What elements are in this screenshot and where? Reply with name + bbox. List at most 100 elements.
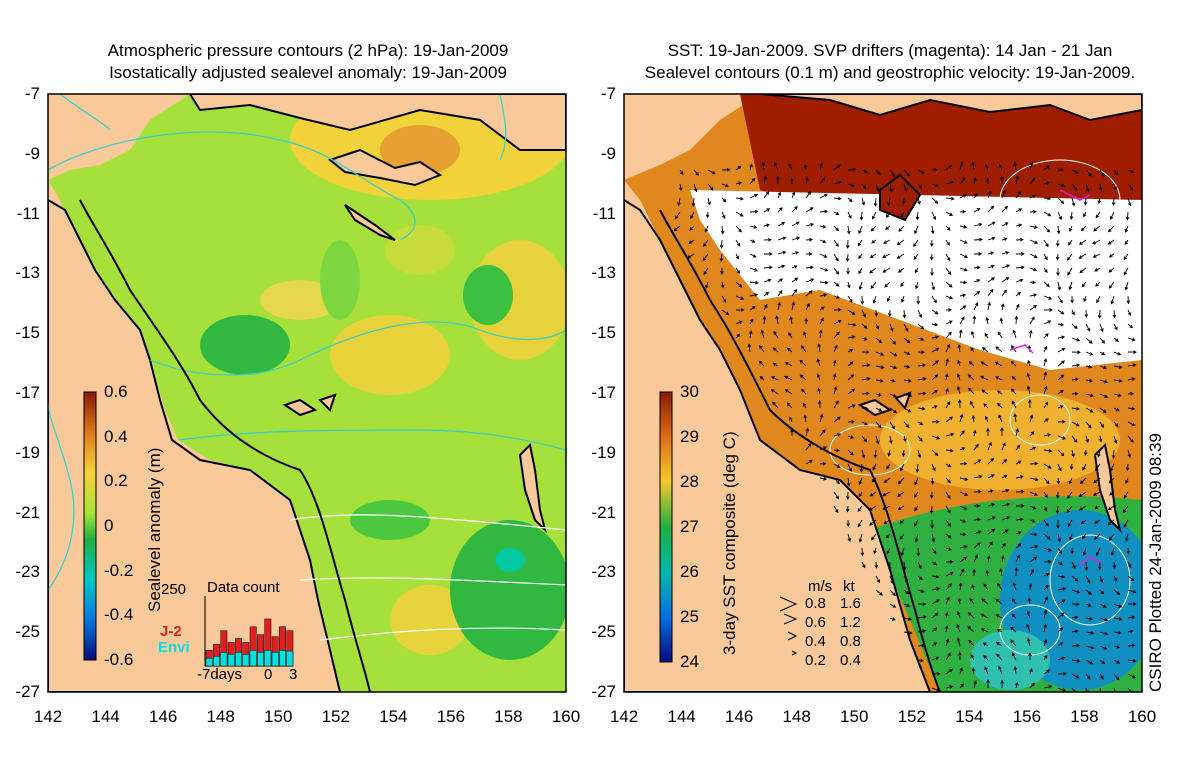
velocity-arrow [1056,477,1061,485]
velocity-arrow [945,239,950,246]
velocity-arrow [693,183,698,193]
velocity-arrow [986,427,990,437]
velocity-arrow [945,611,949,619]
velocity-arrow [945,668,953,675]
velocity-arrow [872,463,877,471]
velocity-arrow [1079,477,1087,485]
velocity-arrow [791,277,799,283]
velocity-arrow [1127,643,1136,648]
velocity-arrow [875,337,883,344]
velocity-ms-value: 0.4 [805,633,826,650]
velocity-arrow [859,211,864,221]
velocity-arrow [945,533,952,539]
velocity-arrow [858,533,863,543]
velocity-arrow [903,351,911,356]
velocity-arrow [917,169,926,174]
velocity-arrow [971,161,975,171]
velocity-arrow [763,237,772,242]
velocity-arrow [845,253,850,263]
velocity-arrow [707,183,714,191]
velocity-arrow [959,177,966,185]
velocity-arrow [1081,281,1087,288]
velocity-arrow [1001,251,1010,255]
velocity-arrow [847,167,857,172]
velocity-arrow [735,211,744,217]
velocity-arrow [1001,516,1011,521]
velocity-arrow [763,303,768,311]
velocity-arrow [882,253,891,258]
velocity-arrow [791,191,796,199]
x-tick-label: 160 [551,707,581,726]
velocity-arrow [889,589,896,597]
inset-bar-envi [220,652,228,667]
velocity-arrow [1000,175,1004,185]
velocity-arrow [832,373,837,381]
velocity-arrow [719,253,724,263]
velocity-arrow [763,191,770,199]
velocity-arrow [773,330,779,339]
velocity-arrow [1057,587,1067,591]
velocity-arrow [1127,435,1134,443]
velocity-arrow [931,463,936,472]
velocity-arrow [885,211,891,218]
velocity-arrow [956,637,961,647]
velocity-arrow [1029,267,1038,272]
velocity-arrow [1043,333,1049,339]
velocity-arrow [987,277,995,283]
velocity-arrow [1110,295,1115,305]
velocity-arrow [784,361,793,367]
velocity-arrow [1029,293,1038,297]
velocity-arrow [887,197,891,207]
velocity-arrow [1071,643,1081,648]
velocity-arrow [1057,197,1065,204]
velocity-arrow [987,541,993,549]
velocity-arrow [931,419,940,424]
velocity-arrow [1085,589,1092,595]
velocity-arrow [987,251,995,255]
velocity-arrow [875,421,882,429]
velocity-arrow [1071,561,1076,570]
velocity-arrow [903,337,911,344]
velocity-arrow [1113,630,1122,635]
velocity-arrow [1080,225,1087,232]
velocity-arrow [860,547,865,557]
velocity-arrow [1029,544,1039,549]
velocity-arrow [1099,337,1106,344]
velocity-arrow [1043,267,1048,274]
velocity-arrow [959,545,968,549]
velocity-arrow [804,317,808,325]
velocity-arrow [917,363,927,368]
velocity-arrow [1098,435,1103,443]
colorbar-tick: 0 [104,516,114,535]
velocity-arrow [873,449,878,459]
velocity-arrow [959,430,965,437]
velocity-arrow [748,330,753,339]
colorbar-tick: -0.4 [104,605,134,625]
velocity-arrow [889,617,896,621]
colorbar-tick: 0.2 [104,471,128,491]
velocity-arrow [1085,631,1095,635]
velocity-arrow [749,209,759,214]
velocity-arrow [1078,253,1087,259]
velocity-arrow [771,376,779,381]
velocity-arrow [833,253,839,262]
velocity-arrow [1057,347,1066,353]
velocity-arrow [805,207,814,213]
velocity-arrow [759,344,765,353]
velocity-arrow [985,316,990,325]
velocity-arrow [903,407,912,413]
x-tick-label: 146 [724,707,754,726]
velocity-arrow [805,302,810,311]
velocity-arrow [1113,589,1121,595]
velocity-arrow [917,197,921,205]
colorbar-tick: 26 [680,562,699,581]
velocity-arrow [1127,197,1132,207]
velocity-arrow [903,364,911,369]
velocity-arrow [861,350,870,354]
velocity-arrow [833,211,840,215]
velocity-arrow [875,169,881,176]
velocity-arrow [930,225,935,235]
velocity-arrow [1057,335,1066,340]
velocity-arrow [982,347,989,353]
velocity-arrow [968,360,975,367]
